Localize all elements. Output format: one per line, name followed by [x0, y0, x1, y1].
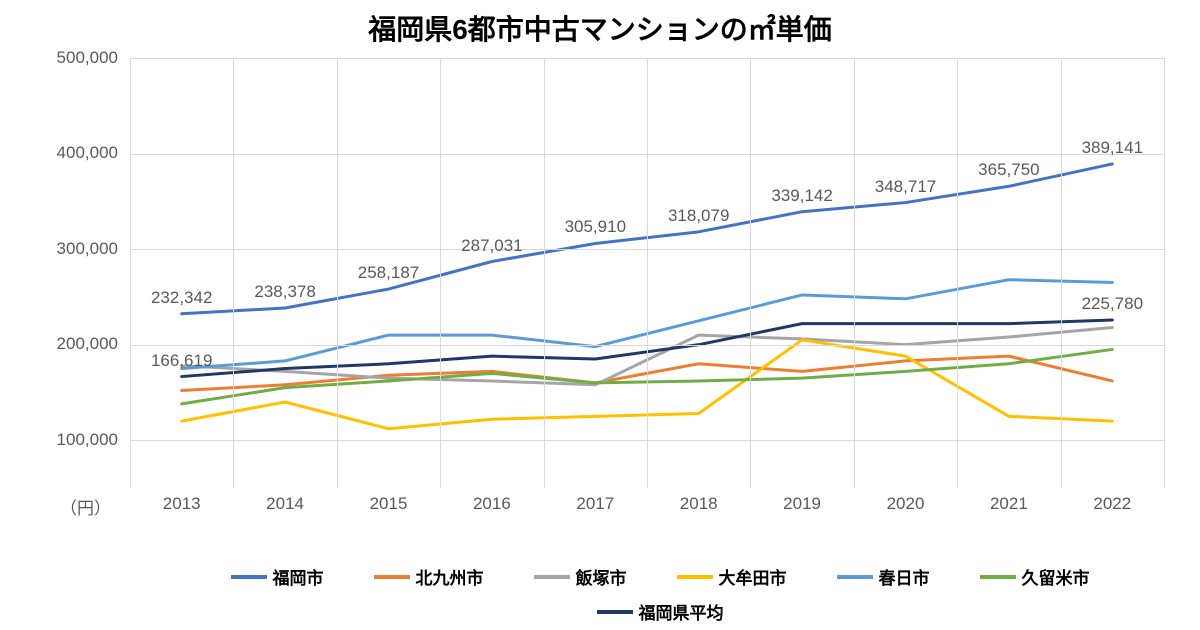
plot-area: 232,342 238,378 258,187 287,031 305,910 318,0…	[130, 58, 1164, 488]
data-label: 258,187	[358, 263, 419, 283]
x-tick-label: 2015	[337, 494, 440, 514]
legend-label: 福岡県平均	[639, 599, 724, 624]
data-label: 339,142	[771, 186, 832, 206]
legend-label: 春日市	[879, 564, 930, 589]
data-label: 287,031	[461, 236, 522, 256]
legend-label: 福岡市	[273, 564, 324, 589]
x-tick-label: 2016	[440, 494, 543, 514]
y-tick-label: 100,000	[0, 430, 118, 450]
y-axis-unit: （円）	[60, 494, 111, 519]
vline	[647, 58, 648, 488]
data-label: 238,378	[254, 282, 315, 302]
data-label: 305,910	[565, 217, 626, 237]
legend-label: 北九州市	[416, 564, 484, 589]
x-tick-label: 2013	[130, 494, 233, 514]
vline	[957, 58, 958, 488]
vline	[854, 58, 855, 488]
legend-item: 飯塚市	[534, 564, 627, 589]
data-label: 232,342	[151, 288, 212, 308]
vline	[1164, 58, 1165, 488]
vline	[440, 58, 441, 488]
y-tick-label: 500,000	[0, 48, 118, 68]
legend-label: 飯塚市	[576, 564, 627, 589]
x-tick-label: 2020	[854, 494, 957, 514]
legend-item: 福岡県平均	[597, 599, 724, 624]
vline	[337, 58, 338, 488]
vline	[233, 58, 234, 488]
legend-swatch	[837, 575, 873, 579]
legend-swatch	[677, 575, 713, 579]
vline	[544, 58, 545, 488]
legend-swatch	[374, 575, 410, 579]
y-tick-label: 200,000	[0, 334, 118, 354]
y-tick-label: 300,000	[0, 239, 118, 259]
legend: 福岡市 北九州市 飯塚市 大牟田市 春日市 久留米市福岡県平均	[160, 564, 1160, 624]
x-tick-label: 2022	[1061, 494, 1164, 514]
data-label: 225,780	[1082, 294, 1143, 314]
legend-swatch	[597, 610, 633, 614]
legend-label: 久留米市	[1022, 564, 1090, 589]
x-tick-label: 2014	[233, 494, 336, 514]
chart-container: 福岡県6都市中古マンションの㎡単価 232,342238,378258,1872…	[0, 0, 1200, 630]
x-tick-label: 2021	[957, 494, 1060, 514]
data-label: 365,750	[978, 160, 1039, 180]
data-label: 389,141	[1082, 138, 1143, 158]
legend-item: 北九州市	[374, 564, 484, 589]
legend-swatch	[980, 575, 1016, 579]
data-label: 348,717	[875, 177, 936, 197]
data-label: 166,619	[151, 351, 212, 371]
legend-label: 大牟田市	[719, 564, 787, 589]
legend-item: 久留米市	[980, 564, 1090, 589]
legend-swatch	[231, 575, 267, 579]
x-tick-label: 2017	[544, 494, 647, 514]
vline	[750, 58, 751, 488]
x-tick-label: 2019	[750, 494, 853, 514]
data-label: 318,079	[668, 206, 729, 226]
legend-item: 春日市	[837, 564, 930, 589]
chart-title: 福岡県6都市中古マンションの㎡単価	[0, 8, 1200, 48]
legend-item: 大牟田市	[677, 564, 787, 589]
legend-swatch	[534, 575, 570, 579]
vline	[130, 58, 131, 488]
vline	[1061, 58, 1062, 488]
x-tick-label: 2018	[647, 494, 750, 514]
y-tick-label: 400,000	[0, 143, 118, 163]
legend-item: 福岡市	[231, 564, 324, 589]
